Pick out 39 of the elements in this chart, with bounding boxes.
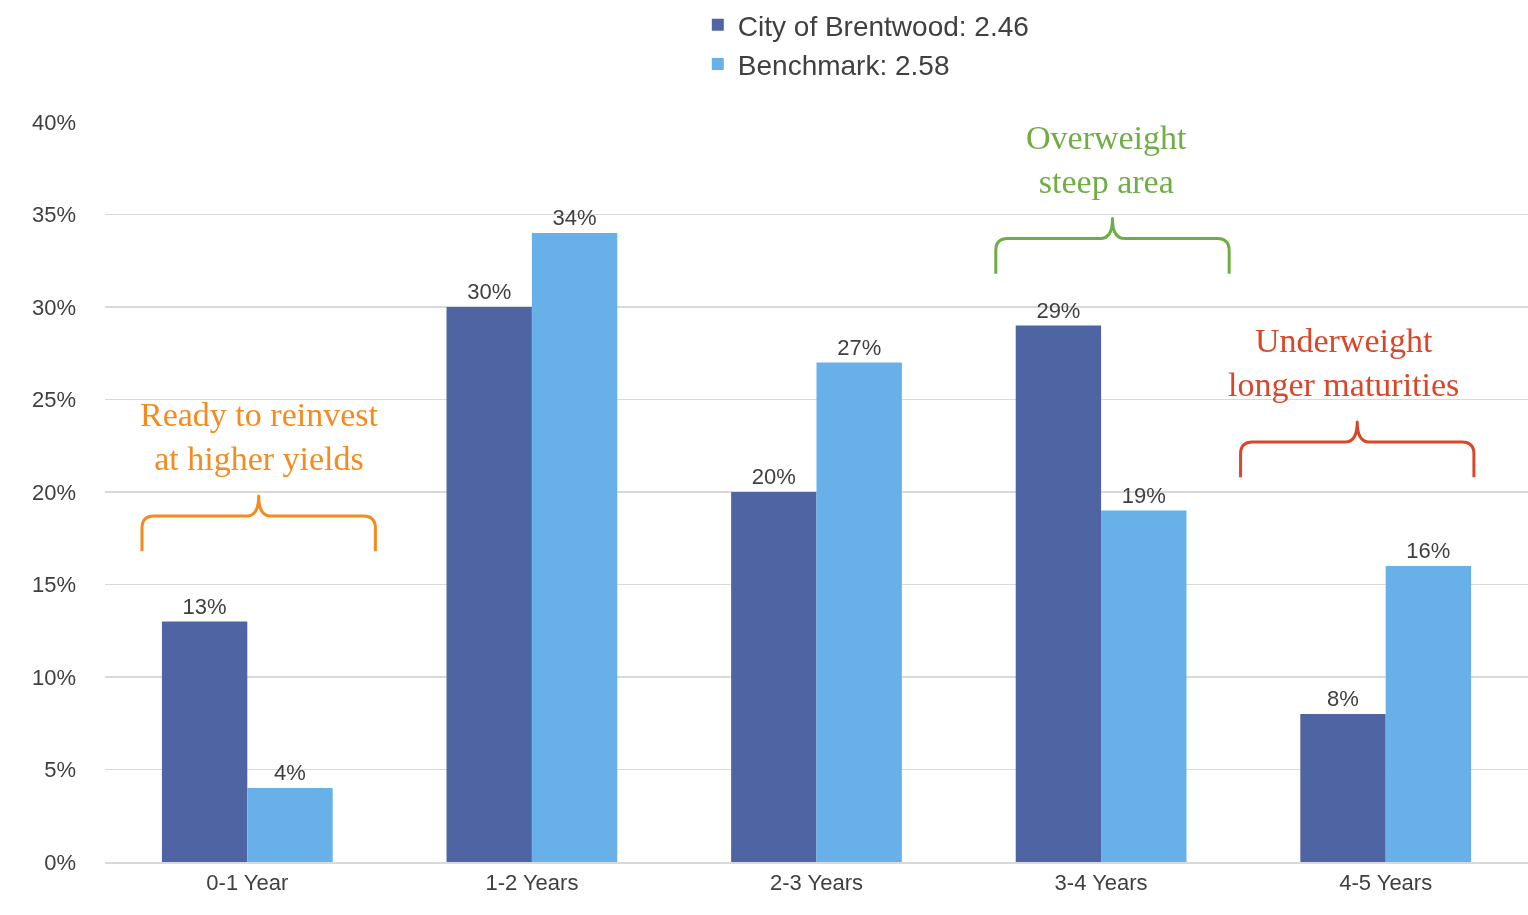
data-label: 16% bbox=[1406, 538, 1451, 563]
annotation: Underweight longer maturities bbox=[1228, 322, 1460, 404]
data-label: 20% bbox=[751, 464, 796, 489]
y-tick-label: 15% bbox=[31, 572, 76, 598]
data-label: 4% bbox=[274, 760, 306, 785]
bar bbox=[816, 362, 902, 862]
y-tick-label: 30% bbox=[31, 294, 76, 320]
legend-label: City of Brentwood: 2.46 bbox=[737, 10, 1029, 42]
bar bbox=[446, 307, 532, 862]
x-tick-label: 0-1 Year bbox=[206, 870, 289, 896]
x-tick-label: 2-3 Years bbox=[770, 870, 863, 896]
bar bbox=[531, 233, 618, 862]
bar bbox=[1385, 566, 1472, 862]
data-label: 29% bbox=[1036, 297, 1081, 323]
data-label: 27% bbox=[837, 334, 882, 360]
bar bbox=[1015, 325, 1102, 862]
data-label: 19% bbox=[1121, 482, 1166, 508]
data-label: 34% bbox=[552, 205, 597, 230]
bar bbox=[1101, 510, 1187, 862]
y-tick-label: 20% bbox=[31, 479, 76, 505]
y-tick-label: 10% bbox=[31, 664, 76, 690]
data-label: 30% bbox=[467, 279, 512, 304]
bar bbox=[247, 788, 333, 862]
x-tick-label: 4-5 Years bbox=[1339, 870, 1433, 896]
data-label: 8% bbox=[1327, 686, 1359, 711]
bar bbox=[731, 492, 817, 862]
bar bbox=[161, 621, 248, 862]
y-tick-label: 5% bbox=[44, 757, 76, 783]
x-tick-label: 1-2 Years bbox=[485, 870, 579, 896]
annotation: Overweight steep area bbox=[1026, 119, 1188, 201]
y-tick-label: 0% bbox=[44, 849, 76, 875]
x-tick-label: 3-4 Years bbox=[1054, 870, 1148, 896]
y-tick-label: 25% bbox=[31, 387, 76, 413]
y-tick-label: 35% bbox=[31, 202, 76, 228]
legend-label: Benchmark: 2.58 bbox=[737, 50, 950, 82]
annotation: Ready to reinvest at higher yields bbox=[140, 396, 379, 478]
data-label: 13% bbox=[182, 593, 227, 619]
y-tick-label: 40% bbox=[31, 109, 76, 135]
bar bbox=[1300, 714, 1386, 862]
